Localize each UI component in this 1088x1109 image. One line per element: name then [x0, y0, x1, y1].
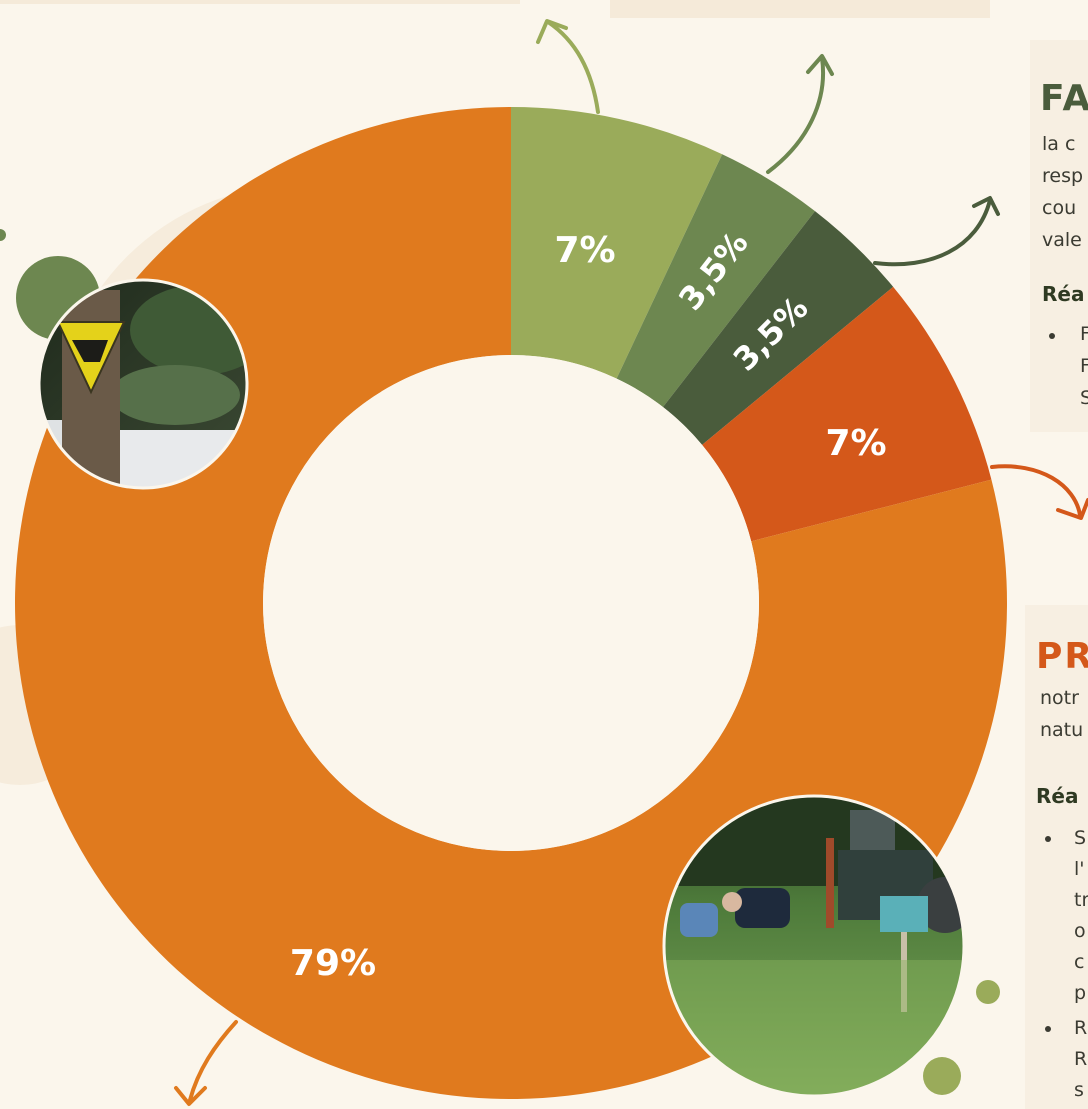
arrow-icon: [990, 464, 1088, 520]
card-bottom-subtitle: Réa: [1036, 784, 1079, 808]
card-bottom-line-2: natu: [1040, 719, 1084, 741]
deco-dot-medium: [923, 1057, 961, 1095]
donut-slice-4: [702, 286, 992, 542]
card-bottom-line-1: notr: [1040, 687, 1079, 709]
donut-slice-3: [663, 211, 894, 445]
card-bottom-bullet-2: l': [1074, 858, 1085, 880]
card-top-bullet-1: F: [1080, 323, 1088, 345]
deco-dot-left-edge: [0, 229, 6, 241]
bullet-dot-icon: [1045, 836, 1051, 842]
arrow-icon: [873, 196, 1000, 267]
card-top-bullet-2: F: [1080, 355, 1088, 377]
card-bottom-bullet-3: tr: [1074, 889, 1088, 911]
donut-slice-1: [511, 107, 723, 379]
card-bottom-bullet-9: s: [1074, 1079, 1084, 1101]
top-right-band: [610, 0, 990, 18]
card-bottom-bullet-6: p: [1074, 982, 1087, 1004]
card-top-line-3: cou: [1042, 197, 1077, 219]
card-top-line-2: resp: [1042, 165, 1084, 187]
slice-label-1: 7%: [554, 230, 615, 271]
card-bottom: [1025, 605, 1088, 1109]
card-bottom-bullet-8: R: [1074, 1048, 1088, 1070]
arrow-icon: [536, 19, 600, 114]
deco-dot-small: [976, 980, 1000, 1004]
card-top-line-4: vale: [1042, 229, 1082, 251]
card-bottom-bullet-4: o: [1074, 920, 1086, 942]
arrow-icon: [766, 54, 834, 174]
top-left-band: [0, 0, 520, 4]
donut-hole: [263, 355, 759, 851]
slice-label-4: 7%: [825, 423, 886, 464]
card-bottom-bullet-7: R: [1074, 1017, 1088, 1039]
card-bottom-bullet-1: S: [1074, 827, 1087, 849]
card-bottom-title: PR: [1036, 636, 1088, 677]
bullet-dot-icon: [1049, 333, 1055, 339]
card-top-line-1: la c: [1042, 133, 1076, 155]
donut-slice-2: [616, 154, 816, 408]
card-top-title: FA: [1040, 78, 1088, 119]
card-top: [1030, 40, 1088, 432]
card-top-subtitle: Réa: [1042, 282, 1085, 306]
card-top-bullet-3: S: [1080, 387, 1088, 409]
hunting-sign-photo: [39, 280, 247, 488]
slice-label-5: 79%: [290, 943, 376, 984]
card-bottom-bullet-5: c: [1074, 951, 1085, 973]
arrow-icon: [174, 1020, 238, 1106]
bullet-dot-icon: [1045, 1026, 1051, 1032]
